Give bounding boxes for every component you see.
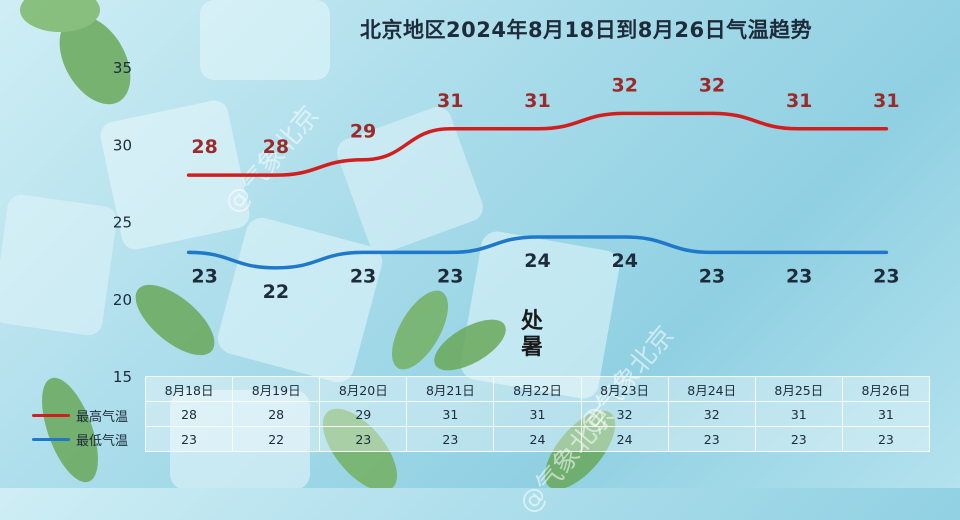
data-label-low: 24 xyxy=(611,250,637,272)
y-tick-label: 20 xyxy=(113,291,132,309)
table-cell-low: 23 xyxy=(319,426,408,452)
table-cell-high: 31 xyxy=(406,401,495,427)
legend-label-low: 最低气温 xyxy=(76,433,129,449)
data-label-high: 31 xyxy=(524,90,550,112)
data-label-high: 31 xyxy=(786,90,812,112)
data-table: 8月18日 8月19日 8月20日 8月21日 8月22日 8月23日 8月24日 8月25日… xyxy=(144,376,931,452)
table-cell-low: 23 xyxy=(841,426,931,452)
data-label-low: 23 xyxy=(191,265,217,287)
y-tick-label: 25 xyxy=(113,214,132,232)
table-date-cell: 8月20日 xyxy=(319,376,408,402)
table-cell-low: 23 xyxy=(667,426,756,452)
legend-swatch-low xyxy=(32,437,70,441)
table-date-cell: 8月24日 xyxy=(667,376,756,402)
table-date-cell: 8月18日 xyxy=(144,376,234,402)
data-label-high: 28 xyxy=(191,136,217,158)
table-cell-low: 23 xyxy=(754,426,843,452)
table-cell-high: 31 xyxy=(754,401,843,427)
table-cell-high: 29 xyxy=(319,401,408,427)
table-cell-high: 32 xyxy=(580,401,669,427)
data-label-low: 23 xyxy=(437,265,463,287)
table-cell-low: 22 xyxy=(232,426,321,452)
table-cell-high: 31 xyxy=(493,401,582,427)
legend-item-low: 最低气温 xyxy=(32,427,147,451)
chart-title: 北京地区2024年8月18日到8月26日气温趋势 xyxy=(360,18,813,42)
table-cell-low: 23 xyxy=(406,426,495,452)
table-date-cell: 8月25日 xyxy=(754,376,843,402)
stamp-chushu: 处 暑 xyxy=(512,308,552,360)
data-label-low: 23 xyxy=(873,265,899,287)
table-date-cell: 8月21日 xyxy=(406,376,495,402)
data-label-high: 31 xyxy=(873,90,899,112)
series-line-low xyxy=(186,235,889,270)
series-line-high xyxy=(186,111,889,177)
temperature-line-chart: 15 20 25 30 35 28 28 29 31 31 32 32 31 31 23 22 23 23 24 2… xyxy=(113,59,900,386)
table-row-low: 23 22 23 23 24 24 23 23 23 xyxy=(144,426,931,452)
table-header-row: 8月18日 8月19日 8月20日 8月21日 8月22日 8月23日 8月24日 8月25日… xyxy=(144,376,931,402)
data-label-high: 28 xyxy=(263,136,289,158)
y-tick-label: 35 xyxy=(113,59,132,77)
data-label-high: 29 xyxy=(350,121,376,143)
data-label-low: 23 xyxy=(350,265,376,287)
y-tick-label: 15 xyxy=(113,368,132,386)
table-cell-low: 24 xyxy=(580,426,669,452)
stamp-char: 暑 xyxy=(520,334,543,360)
table-cell-high: 31 xyxy=(841,401,931,427)
table-date-cell: 8月23日 xyxy=(580,376,669,402)
data-label-high: 32 xyxy=(699,74,725,96)
table-row-high: 28 28 29 31 31 32 32 31 31 xyxy=(144,401,931,427)
legend-item-high: 最高气温 xyxy=(32,403,147,427)
data-label-high: 32 xyxy=(611,74,637,96)
table-cell-low: 23 xyxy=(144,426,234,452)
table-cell-high: 28 xyxy=(232,401,321,427)
data-label-low: 23 xyxy=(699,265,725,287)
table-date-cell: 8月22日 xyxy=(493,376,582,402)
data-label-low: 24 xyxy=(524,250,550,272)
data-label-low: 22 xyxy=(263,281,289,303)
table-cell-high: 28 xyxy=(144,401,234,427)
data-label-low: 23 xyxy=(786,265,812,287)
stamp-char: 处 xyxy=(520,308,543,334)
legend-swatch-high xyxy=(32,413,70,417)
data-label-high: 31 xyxy=(437,90,463,112)
legend-label-high: 最高气温 xyxy=(76,409,129,425)
table-date-cell: 8月19日 xyxy=(232,376,321,402)
y-tick-label: 30 xyxy=(113,136,132,154)
table-cell-low: 24 xyxy=(493,426,582,452)
table-date-cell: 8月26日 xyxy=(841,376,931,402)
table-cell-high: 32 xyxy=(667,401,756,427)
